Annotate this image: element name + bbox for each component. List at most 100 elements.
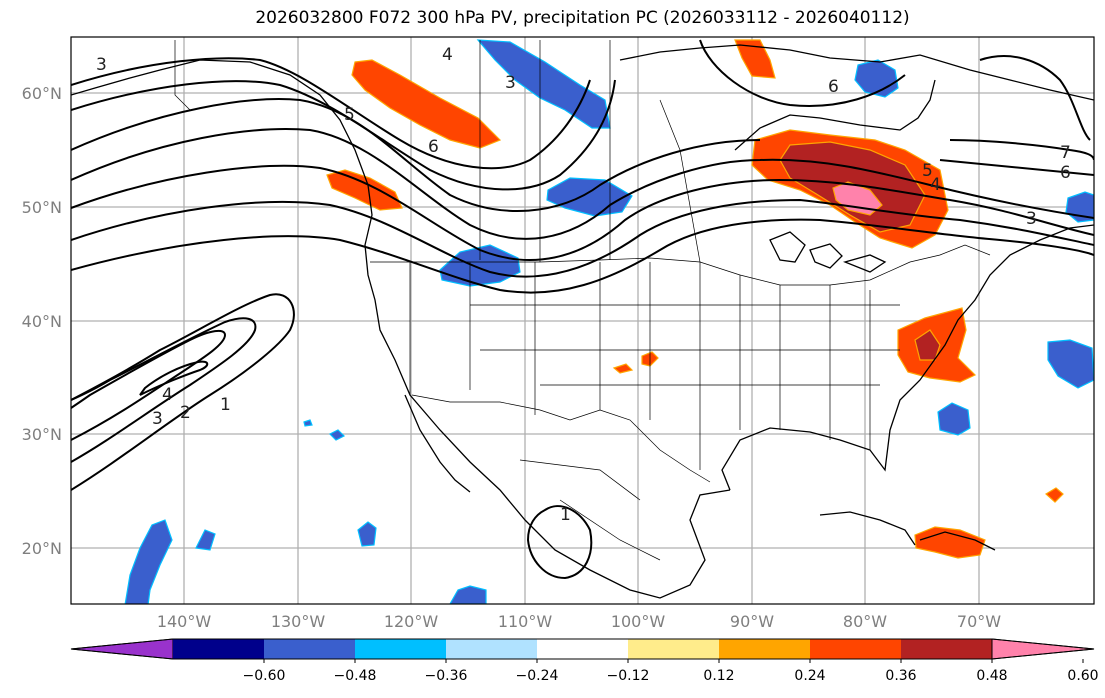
colorbar-swatch [537,639,629,659]
lat-tick-label: 50°N [22,198,62,217]
coastline-gulf [721,224,1094,491]
contour-label: 4 [442,45,453,65]
contour-label: 2 [180,403,191,423]
precip-neg-pacific-dot-a [328,429,346,441]
contour-label: 3 [505,73,516,93]
colorbar: −0.60 −0.48 −0.36 −0.24 −0.12 0.12 0.24 0.36 0.4… [70,638,1099,684]
pv-contour-3-pacific [71,329,227,441]
colorbar-swatch [719,639,811,659]
precip-neg-pacific-small-a [195,529,216,551]
lat-tick-label: 30°N [22,425,62,444]
contour-label: 4 [930,175,941,195]
colorbar-outline [70,638,1095,660]
pv-contour-6-north [699,39,906,107]
border-canada-provinces [479,40,701,263]
colorbar-tick-label: −0.60 [243,668,286,684]
precip-neg-pacific-small-b [449,585,487,604]
pv-contour-6-far-east [939,159,1094,176]
precip-neg-atlantic-b [937,402,971,436]
precip-pos-atlantic-dot [1044,487,1064,503]
colorbar-tick-label: −0.12 [607,668,650,684]
pv-contour-7 [949,139,1094,161]
pv-contour-labels: 3 4 3 5 6 6 7 6 5 4 3 4 3 2 1 1 [96,45,1071,525]
border-us-mexico [411,394,711,483]
contour-label: 3 [1026,209,1037,229]
colorbar-extend-high [991,638,1095,660]
colorbar-tick-label: 0.12 [703,668,734,684]
coastline-arctic [619,44,1094,101]
contour-label: 1 [220,395,231,415]
lon-tick-label: 100°W [611,612,666,631]
colorbar-tick-label: −0.48 [334,668,377,684]
colorbar-tick-label: −0.24 [516,668,559,684]
precip-pos-north-baffin [734,39,776,79]
pv-contour-4-north [71,79,616,191]
border-alaska-yukon [174,40,191,111]
contour-label: 6 [1060,163,1071,183]
lon-tick-label: 80°W [843,612,887,631]
colorbar-tick-label: 0.24 [794,668,825,684]
map-frame [70,36,1095,605]
pv-contour-5 [71,98,761,212]
contour-label: 5 [922,161,933,181]
lat-tick-label: 40°N [22,312,62,331]
coastline-cuba [819,511,916,546]
colorbar-tick-label: 0.36 [885,668,916,684]
precip-neg-canada-nw [476,39,611,129]
pv-contour-6-a [71,128,1094,240]
great-lakes [769,231,887,273]
precip-neg-pacific-sw [124,519,173,604]
coastline-baja [404,394,471,493]
coastline-north-america-west [71,59,731,599]
colorbar-swatch [173,639,265,659]
precip-neg-baja [357,521,377,547]
colorbar-tick-label: −0.36 [425,668,468,684]
coastlines [71,44,1094,599]
contour-label: 4 [162,385,173,405]
colorbar-swatch [264,639,356,659]
border-us-states [409,262,900,470]
lon-tick-labels: 140°W 130°W 120°W 110°W 100°W 90°W 80°W … [157,612,1001,631]
contour-label: 1 [560,505,571,525]
colorbar-swatch [446,639,538,659]
pv-contour-5-north-ring [979,55,1091,141]
pv-contours [71,39,1094,580]
pv-contour-3-north [71,57,591,170]
pv-contour-2-pacific [71,317,257,463]
lat-tick-label: 20°N [22,539,62,558]
lon-tick-label: 140°W [157,612,212,631]
precip-pos-mid-atlantic-core [914,329,941,361]
precip-positive-areas [326,39,1064,559]
colorbar-extend-low [70,638,174,660]
pv-contour-6-b [71,164,1094,261]
lon-tick-label: 120°W [384,612,439,631]
pv-contour-4-pacific [139,360,209,396]
precip-negative-areas [124,39,1094,604]
pv-contour-1-mexico [526,505,593,580]
precip-neg-pacific-dot-b [303,419,313,427]
lat-tick-labels: 60°N 50°N 40°N 30°N 20°N [22,84,62,558]
lon-tick-label: 90°W [730,612,774,631]
colorbar-swatch [355,639,447,659]
pv-contour-5-b [71,198,1094,278]
border-mexico-states [519,459,661,561]
colorbar-swatch [810,639,902,659]
lon-tick-label: 130°W [271,612,326,631]
contour-label: 3 [96,55,107,75]
colorbar-swatch [628,639,720,659]
colorbar-swatch [901,639,993,659]
coastline-hudson-bay [734,79,936,151]
precip-neg-montana [439,244,521,287]
contour-label: 3 [152,409,163,429]
colorbar-tick-label: 0.60 [1067,668,1098,684]
precip-pos-caribbean [914,526,986,559]
contour-label: 6 [428,137,439,157]
precip-pos-bc-coast [326,169,403,211]
precip-neg-prairies [546,177,633,217]
lon-tick-label: 70°W [957,612,1001,631]
precip-neg-atlantic-a [1047,339,1094,389]
colorbar-tick-label: 0.48 [976,668,1007,684]
pv-contour-4-b [71,218,1094,294]
lat-tick-label: 60°N [22,84,62,103]
